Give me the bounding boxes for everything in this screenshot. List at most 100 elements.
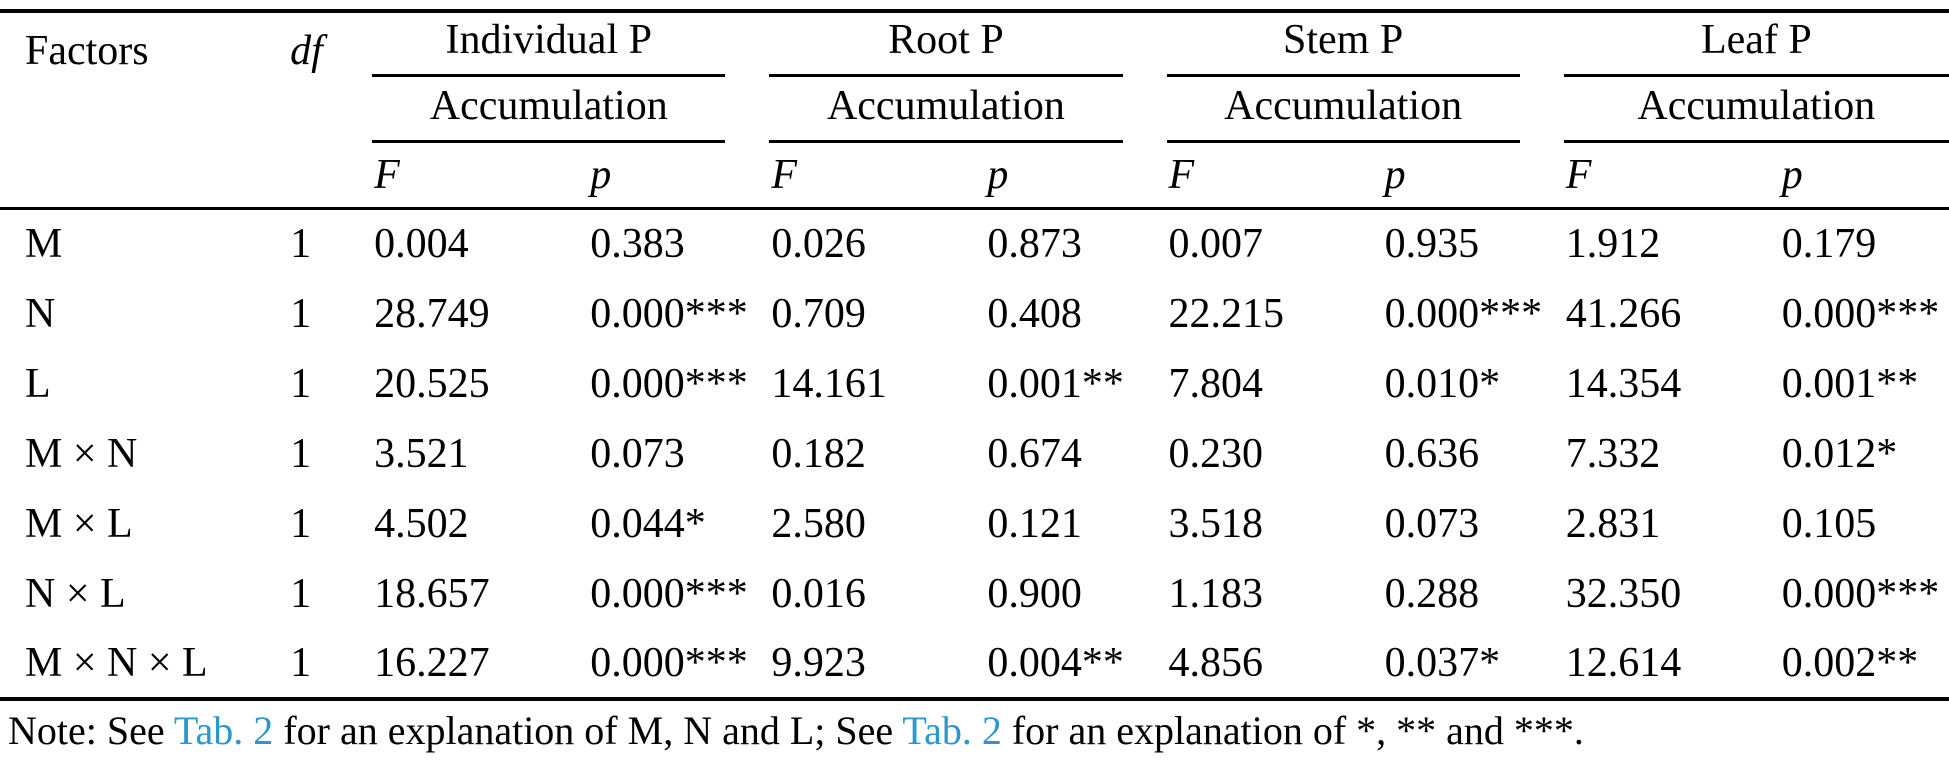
f-value: 0.007 <box>1168 221 1264 268</box>
factor-label: N <box>25 290 56 337</box>
group-title: Stem P <box>1166 16 1520 77</box>
group-title: Individual P <box>372 16 726 77</box>
column-header-factors: Factors <box>25 28 149 74</box>
group-title: Leaf P <box>1563 16 1949 77</box>
f-value: 7.804 <box>1168 360 1264 407</box>
table-row: M 1 0.004 0.383 0.026 0.873 0.007 0.935 1.912 0.1… <box>0 209 1949 279</box>
p-value: 0.001** <box>1781 360 1919 407</box>
p-value: 0.037* <box>1384 639 1501 686</box>
factor-label: L <box>25 360 51 407</box>
p-value: 0.010* <box>1384 360 1501 407</box>
p-value: 0.044* <box>590 500 706 547</box>
f-column-header: F <box>1565 152 1592 198</box>
df-value: 1 <box>290 639 312 686</box>
f-value: 0.709 <box>771 290 866 337</box>
p-value: 0.073 <box>590 430 685 477</box>
f-value: 0.016 <box>771 570 866 617</box>
f-value: 28.749 <box>374 290 490 337</box>
p-value: 0.179 <box>1781 221 1877 268</box>
column-header-df: df <box>290 28 323 74</box>
anova-table: Factors df Individual P Root P Stem P Le… <box>0 9 1949 701</box>
factor-label: M <box>25 221 63 268</box>
f-value: 16.227 <box>374 639 490 686</box>
group-header-leaf-p: Leaf P <box>1552 11 1949 77</box>
p-value: 0.000*** <box>590 570 748 617</box>
f-value: 32.350 <box>1565 570 1682 617</box>
f-value: 0.230 <box>1168 430 1264 477</box>
f-value: 41.266 <box>1565 290 1682 337</box>
group-subtitle: Accumulation <box>769 82 1123 143</box>
df-value: 1 <box>290 221 312 268</box>
table-row: M × N × L 1 16.227 0.000*** 9.923 0.004** 4.85… <box>0 629 1949 699</box>
df-value: 1 <box>290 360 312 407</box>
p-value: 0.000*** <box>1384 290 1543 337</box>
f-column-header: F <box>374 152 400 198</box>
p-value: 0.674 <box>987 430 1082 477</box>
p-value: 0.900 <box>987 570 1082 617</box>
df-value: 1 <box>290 290 312 337</box>
table-note: Note: See Tab. 2 for an explanation of M… <box>0 701 1949 754</box>
p-value: 0.000*** <box>1781 570 1940 617</box>
p-value: 0.000*** <box>1781 290 1940 337</box>
table-row: M × L 1 4.502 0.044* 2.580 0.121 3.518 0.073 2.8… <box>0 489 1949 559</box>
f-value: 2.580 <box>771 500 866 547</box>
table-row: M × N 1 3.521 0.073 0.182 0.674 0.230 0.636 7.33… <box>0 419 1949 489</box>
p-value: 0.383 <box>590 221 685 268</box>
f-value: 14.354 <box>1565 360 1682 407</box>
f-value: 3.521 <box>374 430 469 477</box>
page: Factors df Individual P Root P Stem P Le… <box>0 9 1949 754</box>
factor-label: M × N <box>25 430 138 477</box>
group-header-row: Factors df Individual P Root P Stem P Le… <box>0 11 1949 77</box>
p-column-header: p <box>1781 152 1803 198</box>
f-value: 1.912 <box>1565 221 1661 268</box>
p-value: 0.935 <box>1384 221 1480 268</box>
df-value: 1 <box>290 430 312 477</box>
f-column-header: F <box>771 152 797 198</box>
tab2-link[interactable]: Tab. 2 <box>902 707 1002 753</box>
group-subtitle: Accumulation <box>372 82 726 143</box>
df-value: 1 <box>290 570 312 617</box>
df-value: 1 <box>290 500 312 547</box>
p-value: 0.288 <box>1384 570 1480 617</box>
p-value: 0.012* <box>1781 430 1898 477</box>
f-value: 0.026 <box>771 221 866 268</box>
note-text: Note: See <box>8 707 174 753</box>
p-value: 0.004** <box>987 639 1124 686</box>
f-value: 12.614 <box>1565 639 1682 686</box>
p-value: 0.121 <box>987 500 1082 547</box>
note-text: for an explanation of M, N and L; See <box>273 707 903 753</box>
p-value: 0.105 <box>1781 500 1877 547</box>
f-value: 22.215 <box>1168 290 1285 337</box>
tab2-link[interactable]: Tab. 2 <box>173 707 274 753</box>
f-value: 4.856 <box>1168 639 1264 686</box>
f-value: 20.525 <box>374 360 490 407</box>
factor-label: M × L <box>25 500 133 547</box>
p-column-header: p <box>590 152 612 198</box>
f-value: 0.004 <box>374 221 469 268</box>
note-text: for an explanation of *, ** and ***. <box>1001 707 1584 753</box>
factor-label: N × L <box>25 570 126 617</box>
subtitle-header-row: Accumulation Accumulation Accumulation A… <box>0 77 1949 143</box>
factor-label: M × N × L <box>25 639 208 686</box>
table-row: N × L 1 18.657 0.000*** 0.016 0.900 1.183 0.288… <box>0 559 1949 629</box>
f-value: 0.182 <box>771 430 866 477</box>
subtitle-root-p: Accumulation <box>757 77 1154 143</box>
f-value: 14.161 <box>771 360 887 407</box>
f-column-header: F <box>1168 152 1195 198</box>
f-value: 18.657 <box>374 570 490 617</box>
subtitle-individual-p: Accumulation <box>360 77 757 143</box>
p-column-header: p <box>987 152 1009 198</box>
p-value: 0.000*** <box>590 290 748 337</box>
f-value: 2.831 <box>1565 500 1661 547</box>
group-header-root-p: Root P <box>757 11 1154 77</box>
subtitle-leaf-p: Accumulation <box>1552 77 1949 143</box>
f-value: 1.183 <box>1168 570 1264 617</box>
group-subtitle: Accumulation <box>1166 82 1520 143</box>
p-value: 0.001** <box>987 360 1124 407</box>
p-value: 0.873 <box>987 221 1082 268</box>
p-value: 0.408 <box>987 290 1082 337</box>
stat-header-row: F p F p F p F p <box>0 143 1949 209</box>
table-body: M 1 0.004 0.383 0.026 0.873 0.007 0.935 1.912 0.1… <box>0 209 1949 699</box>
table-header: Factors df Individual P Root P Stem P Le… <box>0 11 1949 209</box>
f-value: 3.518 <box>1168 500 1264 547</box>
